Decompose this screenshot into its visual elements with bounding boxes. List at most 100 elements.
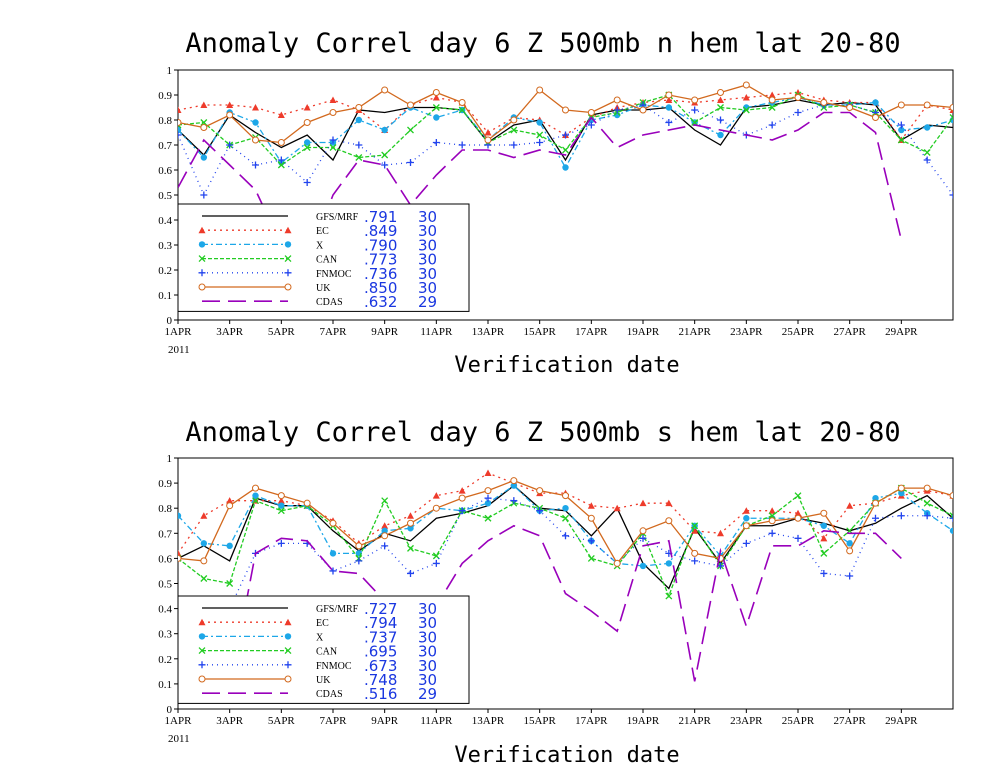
data-point xyxy=(613,504,621,512)
y-tick-label: 1 xyxy=(167,65,173,77)
data-point xyxy=(407,512,414,519)
legend-series-name: GFS/MRF xyxy=(316,212,359,223)
legend-series-mean: .673 xyxy=(364,657,397,675)
y-tick-label: 0.5 xyxy=(158,190,172,202)
x-tick-label: 1APR xyxy=(165,715,193,727)
legend-marker xyxy=(284,255,292,263)
data-point xyxy=(407,101,414,109)
y-tick-label: 0.3 xyxy=(158,240,172,252)
legend-series-mean: .737 xyxy=(364,628,397,646)
data-point xyxy=(252,119,259,126)
legend-marker xyxy=(284,647,292,655)
data-point xyxy=(458,106,466,114)
legend-marker xyxy=(284,618,292,626)
data-point xyxy=(329,109,337,116)
y-tick-label: 0.2 xyxy=(158,265,172,277)
data-point xyxy=(923,512,931,520)
data-point xyxy=(897,121,905,129)
data-point xyxy=(381,126,388,134)
x-tick-label: 27APR xyxy=(833,715,866,727)
legend-series-name: UK xyxy=(316,675,331,686)
legend-marker xyxy=(198,255,206,263)
data-point xyxy=(820,569,828,577)
x-tick-label: 19APR xyxy=(627,326,660,338)
data-point xyxy=(742,81,750,89)
data-point xyxy=(923,149,931,156)
data-point xyxy=(949,104,953,111)
legend: GFS/MRF .791 30 EC .849 30 X .790 30 CAN .773 30 FNM… xyxy=(177,203,470,312)
data-point xyxy=(329,96,337,103)
data-point xyxy=(665,104,673,111)
data-point xyxy=(587,502,595,509)
data-point xyxy=(329,136,337,144)
data-point xyxy=(768,104,776,111)
x-axis-label: Verification date xyxy=(454,353,679,378)
legend-marker xyxy=(198,675,206,683)
legend-series-count: 30 xyxy=(418,600,437,618)
data-point xyxy=(329,567,337,575)
legend-marker xyxy=(198,647,206,655)
data-point xyxy=(303,179,311,186)
data-point xyxy=(178,106,182,113)
x-tick-label: 17APR xyxy=(575,715,608,727)
y-tick-label: 0.8 xyxy=(158,503,172,515)
legend-series-count: 30 xyxy=(418,614,437,632)
data-point xyxy=(226,497,234,504)
data-point xyxy=(407,525,414,532)
data-point xyxy=(794,514,802,522)
data-point xyxy=(484,487,492,495)
data-point xyxy=(820,549,828,557)
chart-title: Anomaly Correl day 6 Z 500mb n hem lat 2… xyxy=(185,28,900,59)
series-line-cdas xyxy=(178,111,903,264)
x-tick-label: 25APR xyxy=(782,326,815,338)
legend-series-count: 30 xyxy=(418,251,437,269)
data-point xyxy=(562,131,569,139)
x-tick-label: 15APR xyxy=(523,326,556,338)
legend-marker xyxy=(198,618,206,626)
data-point xyxy=(587,514,595,522)
data-point xyxy=(820,522,828,529)
legend-series-mean: .727 xyxy=(364,600,397,618)
data-point xyxy=(639,527,647,535)
data-point xyxy=(665,96,673,103)
legend-marker xyxy=(284,675,292,683)
data-point xyxy=(277,156,285,164)
data-point xyxy=(355,154,363,161)
x-axis-label: Verification date xyxy=(454,743,679,768)
data-point xyxy=(381,161,389,169)
data-point xyxy=(923,499,931,507)
data-point xyxy=(768,121,776,129)
x-tick-label: 3APR xyxy=(216,715,244,727)
data-point xyxy=(717,116,724,124)
x-tick-label: 7APR xyxy=(320,326,348,338)
data-point xyxy=(458,99,466,106)
data-point xyxy=(562,514,569,522)
x-tick-label: 5APR xyxy=(268,326,296,338)
legend-marker xyxy=(284,283,292,291)
data-point xyxy=(277,139,285,146)
y-tick-label: 0.7 xyxy=(158,528,172,540)
data-point xyxy=(717,529,724,537)
x-tick-label: 5APR xyxy=(268,715,296,727)
data-point xyxy=(200,540,208,547)
data-point xyxy=(665,119,673,126)
data-point xyxy=(691,549,699,557)
data-point xyxy=(665,560,673,567)
x-tick-label: 23APR xyxy=(730,326,763,338)
legend-series-name: EC xyxy=(316,618,329,629)
legend-series-count: 30 xyxy=(418,279,437,297)
series-line-can xyxy=(178,487,953,598)
data-point xyxy=(432,139,440,146)
legend-series-name: CDAS xyxy=(316,297,343,308)
legend-series-name: CAN xyxy=(316,255,337,266)
data-point xyxy=(407,519,414,527)
data-point xyxy=(536,119,543,126)
data-point xyxy=(355,116,363,124)
y-tick-label: 0.9 xyxy=(158,478,172,490)
data-point xyxy=(381,86,389,94)
data-point xyxy=(691,119,699,126)
data-point xyxy=(200,124,208,131)
legend-series-count: 30 xyxy=(418,208,437,226)
data-point xyxy=(897,512,905,520)
x-tick-label: 13APR xyxy=(472,326,505,338)
